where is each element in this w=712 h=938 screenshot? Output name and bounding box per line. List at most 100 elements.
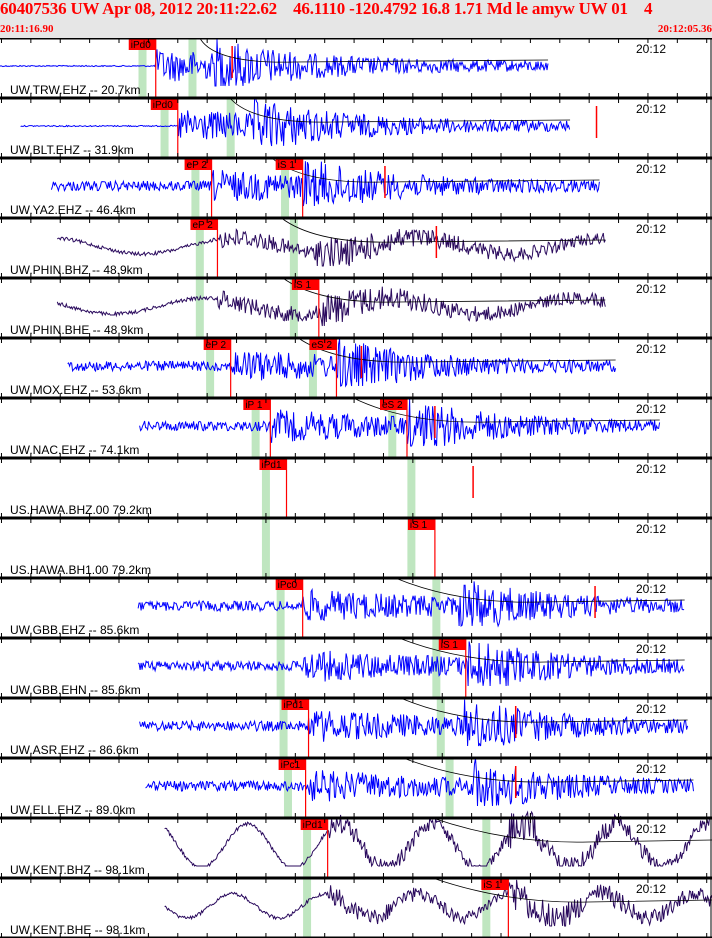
- pick-label: eP 2: [187, 160, 208, 171]
- waveform-trace: [56, 228, 606, 267]
- window-end-time: 20:12:05.36: [657, 23, 712, 35]
- phase-pick[interactable]: iS 1: [407, 519, 436, 578]
- phase-pick[interactable]: eS 2: [379, 399, 408, 458]
- trace-panel: iPd0 20:12 UW.BLT.EHZ -- 31.9km: [10, 96, 666, 158]
- waveform-trace: [137, 641, 685, 687]
- station-label: UW.TRW.EHZ -- 20.7km: [10, 83, 140, 97]
- minute-label: 20:12: [636, 462, 666, 476]
- theoretical-arrival-band: [407, 458, 416, 518]
- pick-label-box: [379, 399, 407, 410]
- phase-pick[interactable]: iPd1: [281, 699, 310, 758]
- pick-label-box: [300, 819, 328, 830]
- station-label: UW.YA2.EHZ -- 46.4km: [10, 203, 136, 217]
- waveform-trace: [139, 399, 661, 447]
- pick-label: iPd0: [153, 100, 173, 111]
- theoretical-arrival-band: [195, 278, 204, 338]
- phase-pick[interactable]: eP 2: [190, 219, 219, 278]
- pick-label-box: [150, 99, 178, 110]
- waveform-trace: [0, 39, 549, 87]
- theoretical-arrival-band: [445, 758, 454, 818]
- station-label: UW.NAC.EHZ -- 74.1km: [10, 443, 139, 457]
- minute-label: 20:12: [636, 222, 666, 236]
- pick-label: iPd1: [284, 700, 304, 711]
- pick-label-box: [278, 759, 306, 770]
- theoretical-arrival-band: [276, 578, 285, 638]
- pick-label-box: [275, 159, 303, 170]
- theoretical-arrival-band: [281, 158, 290, 218]
- phase-pick[interactable]: eP 2: [184, 159, 213, 218]
- theoretical-arrival-band: [388, 398, 397, 458]
- theoretical-arrival-band: [261, 458, 270, 518]
- theoretical-arrival-band: [206, 338, 215, 398]
- pick-label-box: [407, 519, 435, 530]
- phase-pick[interactable]: iPc0: [275, 579, 304, 638]
- phase-pick[interactable]: iS 1: [438, 639, 467, 698]
- theoretical-arrival-band: [195, 218, 204, 278]
- pick-label-box: [309, 339, 337, 350]
- pick-label: eS 2: [311, 340, 332, 351]
- pick-label-box: [291, 279, 319, 290]
- trace-panel: eP 2 iS 1 20:12 UW.YA2.EHZ -- 46.4km: [10, 157, 666, 218]
- pick-label: iPd0: [131, 40, 151, 51]
- theoretical-arrival-band: [303, 818, 312, 878]
- station-label: UW.PHIN.BHE -- 48.9km: [10, 323, 143, 337]
- phase-pick[interactable]: iPd0: [128, 39, 157, 98]
- station-label: UW.GBB.EHZ -- 85.6km: [10, 623, 139, 637]
- phase-pick[interactable]: iPd0: [150, 99, 179, 158]
- theoretical-arrival-band: [138, 38, 147, 98]
- minute-label: 20:12: [636, 762, 666, 776]
- minute-label: 20:12: [636, 42, 666, 56]
- trace-panel: iS 1 20:12 UW.GBB.EHN -- 85.6km: [10, 637, 685, 698]
- pick-label: eS 2: [382, 400, 403, 411]
- pick-label-box: [481, 879, 509, 890]
- theoretical-arrival-band: [289, 218, 298, 278]
- event-header: 60407536 UW Apr 08, 2012 20:11:22.62 46.…: [0, 0, 712, 38]
- minute-label: 20:12: [636, 822, 666, 836]
- minute-label: 20:12: [636, 642, 666, 656]
- coda-decay-curve: [199, 38, 549, 63]
- phase-pick[interactable]: iPd1: [300, 819, 329, 878]
- coda-decay-curve: [432, 877, 712, 903]
- coda-decay-curve: [403, 757, 694, 783]
- waveform-trace: [164, 810, 712, 868]
- trace-panel: iS 1 20:12 US.HAWA.BH1.00 79.2km: [10, 518, 666, 578]
- station-label: US.HAWA.BH1.00 79.2km: [10, 563, 151, 577]
- phase-pick[interactable]: eP 2: [203, 339, 232, 398]
- theoretical-arrival-band: [261, 518, 270, 578]
- pick-label-box: [128, 39, 156, 50]
- waveform-trace: [20, 96, 571, 147]
- pick-label-box: [184, 159, 212, 170]
- trace-panel: iPd1 20:12 UW.KENT.BHZ -- 98.1km: [10, 810, 712, 878]
- phase-pick[interactable]: iS 1: [291, 279, 320, 338]
- station-label: UW.BLT.EHZ -- 31.9km: [10, 143, 134, 157]
- phase-pick[interactable]: iP 1: [243, 399, 271, 458]
- seismogram-plot[interactable]: iPd0 20:12 UW.TRW.EHZ -- 20.7km iPd0 20:12 UW…: [0, 38, 712, 938]
- trace-panel: iS 1 20:12 UW.KENT.BHE -- 98.1km: [10, 877, 712, 938]
- coda-decay-curve: [281, 217, 606, 243]
- pick-label: iS 1: [278, 160, 296, 171]
- trace-panel: iPd1 20:12 UW.ASR.EHZ -- 86.6km: [10, 697, 689, 758]
- pick-label: iPc1: [281, 760, 301, 771]
- phase-pick[interactable]: iPd1: [259, 459, 288, 518]
- theoretical-arrival-band: [289, 278, 298, 338]
- phase-pick[interactable]: iS 1: [275, 159, 304, 218]
- minute-label: 20:12: [636, 882, 666, 896]
- minute-label: 20:12: [636, 582, 666, 596]
- station-label: UW.ELL.EHZ -- 89.0km: [10, 803, 135, 817]
- pick-label-box: [203, 339, 231, 350]
- pick-label: eP 2: [192, 220, 213, 231]
- station-label: UW.PHIN.BHZ -- 48.9km: [10, 263, 143, 277]
- waveform-trace: [56, 286, 606, 327]
- trace-panel: iS 1 20:12 UW.PHIN.BHE -- 48.9km: [10, 277, 666, 338]
- pick-label: iS 1: [441, 640, 459, 651]
- pick-label-box: [190, 219, 218, 230]
- trace-panel: iPd0 20:12 UW.TRW.EHZ -- 20.7km: [0, 38, 666, 98]
- pick-label-box: [281, 699, 309, 710]
- phase-pick[interactable]: iPc1: [278, 759, 307, 818]
- trace-panel: iPc0 20:12 UW.GBB.EHZ -- 85.6km: [10, 577, 685, 638]
- waveform-trace: [50, 161, 600, 207]
- event-title: 60407536 UW Apr 08, 2012 20:11:22.62 46.…: [0, 0, 653, 18]
- phase-pick[interactable]: eS 2: [309, 339, 338, 398]
- theoretical-arrival-band: [160, 98, 169, 158]
- phase-pick[interactable]: iS 1: [481, 879, 509, 938]
